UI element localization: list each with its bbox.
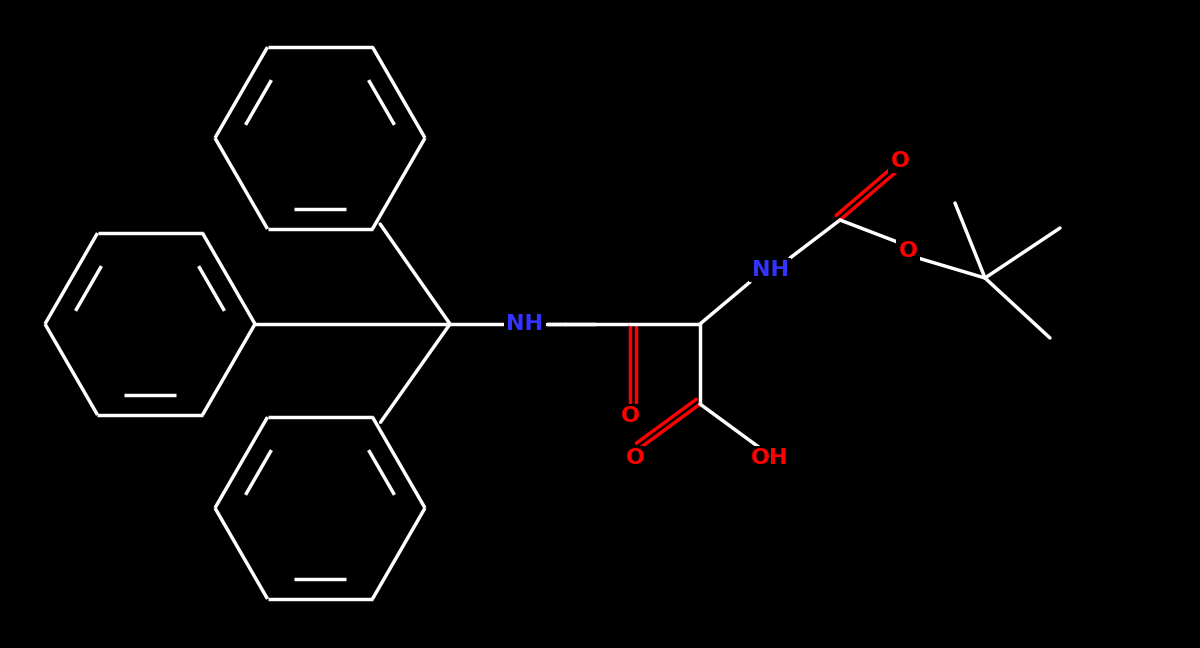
Text: OH: OH <box>751 448 788 468</box>
Text: O: O <box>890 151 910 171</box>
Text: NH: NH <box>751 260 788 280</box>
Text: NH: NH <box>506 314 544 334</box>
Text: O: O <box>625 448 644 468</box>
Text: O: O <box>899 241 918 261</box>
Text: O: O <box>620 406 640 426</box>
